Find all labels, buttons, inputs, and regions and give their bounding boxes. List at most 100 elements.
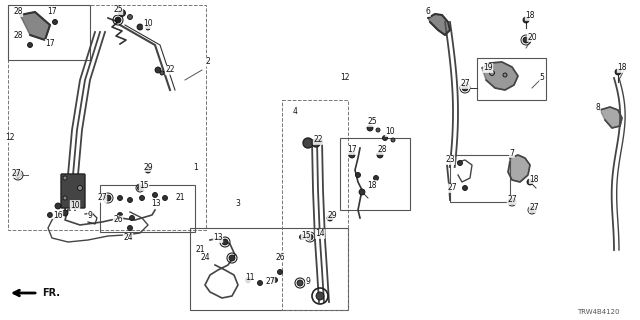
Circle shape xyxy=(503,73,507,77)
Circle shape xyxy=(115,17,121,23)
Circle shape xyxy=(297,280,303,286)
Text: 27: 27 xyxy=(265,277,275,286)
Circle shape xyxy=(62,210,68,216)
Circle shape xyxy=(257,281,262,285)
FancyBboxPatch shape xyxy=(61,174,85,208)
Text: 21: 21 xyxy=(195,245,205,254)
Text: 15: 15 xyxy=(139,181,149,190)
Text: 21: 21 xyxy=(175,194,185,203)
Text: 29: 29 xyxy=(327,211,337,220)
Circle shape xyxy=(127,197,132,203)
Circle shape xyxy=(509,199,515,204)
Text: 28: 28 xyxy=(13,7,23,17)
Text: 23: 23 xyxy=(445,156,455,164)
Text: 18: 18 xyxy=(617,63,627,73)
Circle shape xyxy=(355,172,360,178)
Circle shape xyxy=(307,234,313,240)
Text: 1: 1 xyxy=(194,163,198,172)
Circle shape xyxy=(127,226,132,230)
Polygon shape xyxy=(482,62,518,90)
Circle shape xyxy=(490,70,495,76)
Text: 17: 17 xyxy=(347,146,357,155)
Circle shape xyxy=(523,17,529,23)
Text: 10: 10 xyxy=(385,127,395,137)
Circle shape xyxy=(391,138,395,142)
Text: 14: 14 xyxy=(315,229,325,238)
Circle shape xyxy=(383,135,387,140)
Bar xyxy=(100,185,195,232)
Text: 2: 2 xyxy=(205,58,211,67)
Circle shape xyxy=(77,186,83,190)
Text: 8: 8 xyxy=(596,103,600,113)
Bar xyxy=(190,228,348,310)
Bar xyxy=(477,58,546,100)
Circle shape xyxy=(367,125,373,131)
Circle shape xyxy=(127,14,132,20)
Circle shape xyxy=(246,277,250,283)
Circle shape xyxy=(529,207,534,212)
Bar xyxy=(340,138,410,210)
Text: 27: 27 xyxy=(97,194,107,203)
Text: 3: 3 xyxy=(236,199,241,209)
Text: 20: 20 xyxy=(527,33,537,42)
Circle shape xyxy=(377,152,383,158)
Polygon shape xyxy=(428,14,450,35)
Circle shape xyxy=(462,85,468,91)
Circle shape xyxy=(303,138,313,148)
Text: 4: 4 xyxy=(292,108,298,116)
Text: 9: 9 xyxy=(305,277,310,286)
Bar xyxy=(8,5,206,230)
Text: 22: 22 xyxy=(165,66,175,75)
Text: 27: 27 xyxy=(507,196,517,204)
Circle shape xyxy=(163,196,168,201)
Circle shape xyxy=(47,212,52,218)
Circle shape xyxy=(278,269,282,275)
Circle shape xyxy=(118,212,122,218)
Text: 26: 26 xyxy=(275,252,285,261)
Text: 18: 18 xyxy=(529,174,539,183)
Text: 13: 13 xyxy=(213,234,223,243)
Text: 13: 13 xyxy=(151,199,161,209)
Text: 12: 12 xyxy=(5,133,15,142)
Text: 29: 29 xyxy=(143,163,153,172)
Circle shape xyxy=(300,235,305,239)
Circle shape xyxy=(376,128,380,132)
Circle shape xyxy=(463,186,467,190)
Text: FR.: FR. xyxy=(42,288,60,298)
Text: 24: 24 xyxy=(200,253,210,262)
Circle shape xyxy=(28,43,33,47)
Circle shape xyxy=(222,239,228,245)
Circle shape xyxy=(129,215,134,220)
Circle shape xyxy=(458,161,463,165)
Circle shape xyxy=(63,196,67,200)
Text: 27: 27 xyxy=(460,79,470,89)
Circle shape xyxy=(145,167,151,173)
Circle shape xyxy=(316,292,324,300)
Bar xyxy=(8,5,90,60)
Polygon shape xyxy=(508,155,530,182)
Circle shape xyxy=(160,71,164,75)
Bar xyxy=(282,100,348,310)
Bar xyxy=(450,155,510,202)
Circle shape xyxy=(138,186,143,190)
Circle shape xyxy=(359,189,365,195)
Text: 28: 28 xyxy=(13,31,23,41)
Circle shape xyxy=(15,172,21,178)
Circle shape xyxy=(152,193,157,197)
Circle shape xyxy=(55,203,61,209)
Text: 19: 19 xyxy=(483,63,493,73)
Text: 28: 28 xyxy=(377,146,387,155)
Text: 11: 11 xyxy=(245,274,255,283)
Circle shape xyxy=(146,26,150,30)
Circle shape xyxy=(105,195,111,201)
Text: 22: 22 xyxy=(313,135,323,145)
Text: 26: 26 xyxy=(113,215,123,225)
Text: 16: 16 xyxy=(53,211,63,220)
Text: 24: 24 xyxy=(123,234,133,243)
Polygon shape xyxy=(20,12,50,40)
Text: 27: 27 xyxy=(529,204,539,212)
Circle shape xyxy=(312,139,320,147)
Text: 5: 5 xyxy=(540,74,545,83)
Text: 10: 10 xyxy=(70,201,80,210)
Circle shape xyxy=(273,277,278,283)
